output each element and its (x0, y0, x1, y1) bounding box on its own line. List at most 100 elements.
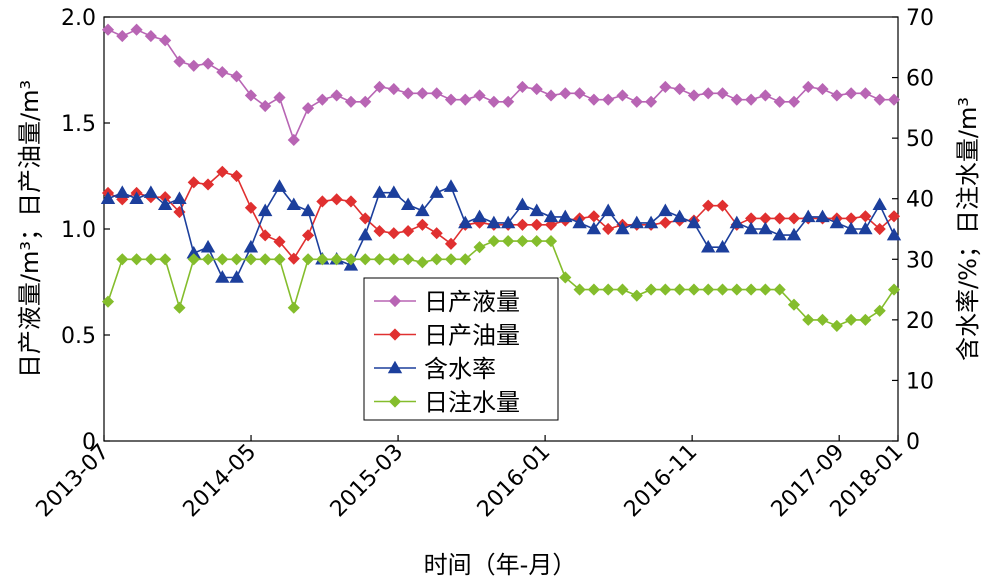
data-point (187, 253, 200, 266)
data-point (444, 93, 458, 106)
data-point (786, 227, 802, 241)
data-point (129, 191, 144, 204)
data-point (530, 83, 543, 96)
data-point (702, 283, 715, 296)
data-point (858, 221, 873, 235)
data-point (130, 23, 143, 36)
data-point (429, 185, 444, 198)
data-point (830, 89, 843, 102)
data-point (516, 235, 529, 248)
data-point (745, 283, 758, 296)
legend-marker (388, 328, 402, 341)
data-point (273, 253, 286, 266)
data-point (330, 193, 343, 206)
data-point (159, 253, 172, 266)
data-point (358, 227, 373, 241)
data-point (787, 95, 801, 108)
data-point (487, 95, 500, 108)
data-point (629, 215, 644, 229)
data-point (372, 185, 387, 198)
data-point (201, 57, 215, 70)
right-axis: 0 10 20 30 40 50 60 70 (892, 6, 934, 455)
data-point (587, 283, 600, 296)
data-point (872, 197, 887, 211)
data-point (416, 218, 429, 231)
data-point (516, 80, 529, 94)
data-point (472, 209, 487, 223)
right-tick-label: 0 (906, 430, 920, 455)
data-point (157, 197, 173, 211)
data-point (459, 253, 472, 266)
data-point (287, 133, 300, 147)
left-tick-label: 0 (82, 430, 96, 455)
data-point (644, 283, 658, 296)
left-axis: 0 0.5 1.0 1.5 2.0 (61, 6, 110, 455)
data-point (201, 253, 215, 266)
data-point (830, 319, 843, 332)
data-point (673, 283, 686, 296)
data-point (430, 227, 443, 240)
data-point (529, 203, 544, 217)
data-point (200, 239, 216, 253)
left-tick-label: 0.5 (61, 324, 96, 349)
data-point (215, 270, 230, 283)
data-point (244, 253, 257, 266)
data-point (530, 218, 543, 231)
data-point (715, 239, 730, 253)
data-point (559, 271, 572, 284)
data-point (344, 253, 358, 266)
data-point (143, 185, 159, 198)
data-point (244, 201, 257, 214)
data-point (316, 195, 329, 208)
x-axis: 2013-07 2014-05 2015-03 2016-01 2016-11 2017-… (32, 435, 908, 523)
data-point (873, 304, 886, 317)
left-tick-label: 1.0 (61, 218, 96, 243)
data-point (687, 89, 700, 102)
data-point (229, 270, 244, 283)
data-point (887, 93, 901, 106)
right-tick-label: 30 (906, 248, 934, 273)
data-point (702, 199, 715, 212)
data-point (101, 295, 115, 308)
data-point (459, 93, 472, 106)
data-point (659, 283, 672, 296)
data-point (458, 215, 473, 229)
data-point (173, 55, 186, 68)
data-point (543, 209, 559, 223)
data-point (573, 283, 586, 296)
data-point (886, 227, 902, 241)
data-point (544, 89, 558, 102)
series-4 (101, 235, 901, 332)
data-point (473, 89, 486, 102)
data-point (116, 30, 129, 43)
data-point (602, 93, 615, 106)
x-tick-label: 2015-03 (326, 440, 409, 523)
data-point (658, 203, 673, 217)
data-point (729, 215, 744, 229)
data-point (144, 30, 157, 43)
data-point (702, 87, 715, 100)
right-tick-label: 60 (906, 67, 934, 92)
data-point (558, 209, 573, 223)
series-layer (100, 23, 902, 332)
data-point (402, 87, 415, 100)
data-point (100, 191, 116, 204)
data-point (373, 253, 386, 266)
data-point (587, 93, 600, 106)
data-point (873, 93, 886, 106)
legend-item: 日产液量 (374, 288, 520, 316)
data-point (600, 203, 616, 217)
data-point (829, 215, 845, 229)
data-point (387, 253, 400, 266)
data-point (759, 89, 772, 102)
data-point (672, 209, 687, 223)
data-point (845, 313, 858, 326)
data-point (487, 235, 500, 248)
data-point (130, 253, 143, 266)
data-point (630, 289, 643, 302)
data-point (887, 210, 901, 223)
data-point (287, 301, 300, 314)
data-point (402, 253, 415, 266)
data-point (801, 209, 816, 223)
